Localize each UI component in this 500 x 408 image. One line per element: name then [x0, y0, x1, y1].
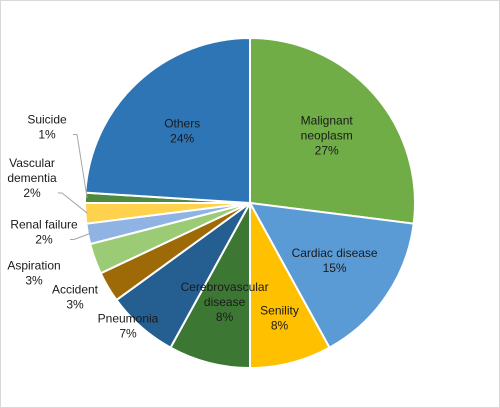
leader-line-renal-failure	[70, 233, 91, 240]
slice-label-suicide: Suicide	[27, 113, 67, 127]
slice-percent-malignant-neoplasm: 27%	[315, 143, 339, 157]
slice-percent-cerebrovascular-disease: 8%	[216, 310, 234, 324]
slice-percent-senility: 8%	[271, 319, 289, 333]
pie-slice-cardiac-disease	[248, 201, 415, 349]
slice-label-cerebrovascular-disease: disease	[204, 295, 246, 309]
pie-slices	[83, 36, 417, 370]
slice-percent-renal-failure: 2%	[35, 233, 53, 247]
leader-lines	[58, 134, 91, 240]
slice-percent-vascular-dementia: 2%	[23, 186, 41, 200]
slice-label-senility: Senility	[260, 304, 299, 318]
slice-label-others: Others	[164, 116, 200, 130]
pie-slice-others	[84, 36, 251, 205]
slice-label-malignant-neoplasm: Malignant	[301, 113, 354, 127]
slice-percent-aspiration: 3%	[25, 274, 43, 288]
slice-percent-others: 24%	[170, 131, 194, 145]
slice-label-cerebrovascular-disease: Cerebrovascular	[181, 280, 269, 294]
slice-label-cardiac-disease: Cardiac disease	[292, 246, 378, 260]
slice-percent-suicide: 1%	[38, 128, 56, 142]
slice-label-pneumonia: Pneumonia	[98, 312, 159, 326]
slice-label-malignant-neoplasm: neoplasm	[301, 128, 353, 142]
slice-percent-pneumonia: 7%	[119, 327, 137, 341]
slice-label-accident: Accident	[52, 283, 99, 297]
leader-line-suicide	[73, 134, 88, 198]
slice-label-vascular-dementia: Vascular	[9, 156, 55, 170]
slice-label-renal-failure: Renal failure	[10, 218, 78, 232]
leader-line-vascular-dementia	[58, 192, 88, 214]
slice-label-vascular-dementia: dementia	[7, 171, 57, 185]
slice-percent-cardiac-disease: 15%	[323, 261, 347, 275]
slice-label-aspiration: Aspiration	[7, 259, 60, 273]
slice-percent-accident: 3%	[66, 298, 84, 312]
pie-slice-malignant-neoplasm	[249, 36, 417, 225]
